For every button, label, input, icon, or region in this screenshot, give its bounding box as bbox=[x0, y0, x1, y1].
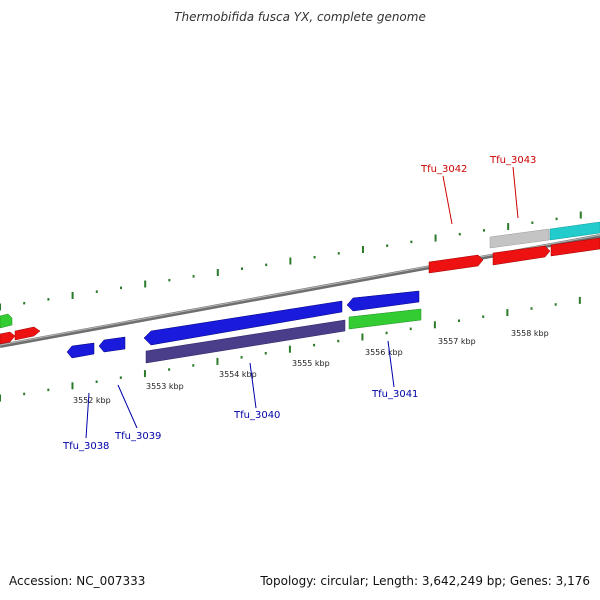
leader-tfu-3038 bbox=[85, 392, 90, 439]
gene-labels: Tfu_3042 Tfu_3043 Tfu_3038 Tfu_3039 Tfu_3040… bbox=[62, 155, 536, 452]
ruler-tick-label: 3552 kbp bbox=[73, 396, 111, 405]
gene-label-tfu-3043[interactable]: Tfu_3043 bbox=[489, 155, 536, 166]
leader-tfu-3039 bbox=[117, 384, 138, 429]
leader-tfu-3042 bbox=[442, 175, 453, 225]
ruler-tick-label: 3553 kbp bbox=[146, 382, 184, 391]
ruler-tick-label: 3554 kbp bbox=[219, 370, 257, 379]
lower-ruler bbox=[0, 296, 581, 402]
leader-tfu-3041 bbox=[387, 340, 395, 388]
tick-labels: 3552 kbp 3553 kbp 3554 kbp 3555 kbp 3556 kbp… bbox=[73, 329, 549, 405]
feature-blue-reverse[interactable] bbox=[143, 300, 343, 346]
feature-red-forward[interactable] bbox=[492, 245, 551, 266]
gene-label-tfu-3041[interactable]: Tfu_3041 bbox=[371, 389, 418, 400]
feature-red-forward[interactable] bbox=[0, 331, 16, 345]
leader-tfu-3043 bbox=[512, 166, 519, 219]
feature-green-forward[interactable] bbox=[0, 313, 13, 329]
upper-ruler bbox=[0, 211, 582, 311]
accession-text: Accession: NC_007333 bbox=[9, 574, 146, 588]
ruler-tick-label: 3558 kbp bbox=[511, 329, 549, 338]
feature-red-forward[interactable] bbox=[14, 326, 41, 341]
map-title: Thermobifida fusca YX, complete genome bbox=[174, 10, 426, 24]
gene-label-tfu-3038[interactable]: Tfu_3038 bbox=[62, 441, 109, 452]
feature-green-reverse[interactable] bbox=[348, 308, 422, 330]
gene-label-tfu-3039[interactable]: Tfu_3039 bbox=[114, 431, 161, 442]
gene-label-tfu-3040[interactable]: Tfu_3040 bbox=[233, 410, 280, 421]
ruler-tick-label: 3555 kbp bbox=[292, 359, 330, 368]
feature-blue-reverse[interactable] bbox=[346, 290, 420, 312]
gene-leaders bbox=[85, 166, 519, 439]
feature-blue-reverse[interactable] bbox=[98, 336, 126, 353]
feature-blue-reverse[interactable] bbox=[66, 342, 95, 359]
reverse-features bbox=[66, 290, 422, 364]
leader-tfu-3040 bbox=[249, 362, 257, 409]
topology-text: Topology: circular; Length: 3,642,249 bp… bbox=[260, 574, 590, 588]
feature-red-forward[interactable] bbox=[550, 237, 600, 257]
gene-label-tfu-3042[interactable]: Tfu_3042 bbox=[420, 164, 467, 175]
feature-red-forward[interactable] bbox=[428, 254, 484, 274]
feature-purple-reverse[interactable] bbox=[145, 319, 346, 364]
ruler-tick-label: 3556 kbp bbox=[365, 348, 403, 357]
feature-cyan[interactable] bbox=[549, 221, 600, 241]
forward-features bbox=[0, 221, 600, 345]
ruler-tick-label: 3557 kbp bbox=[438, 337, 476, 346]
feature-gray[interactable] bbox=[489, 228, 550, 249]
